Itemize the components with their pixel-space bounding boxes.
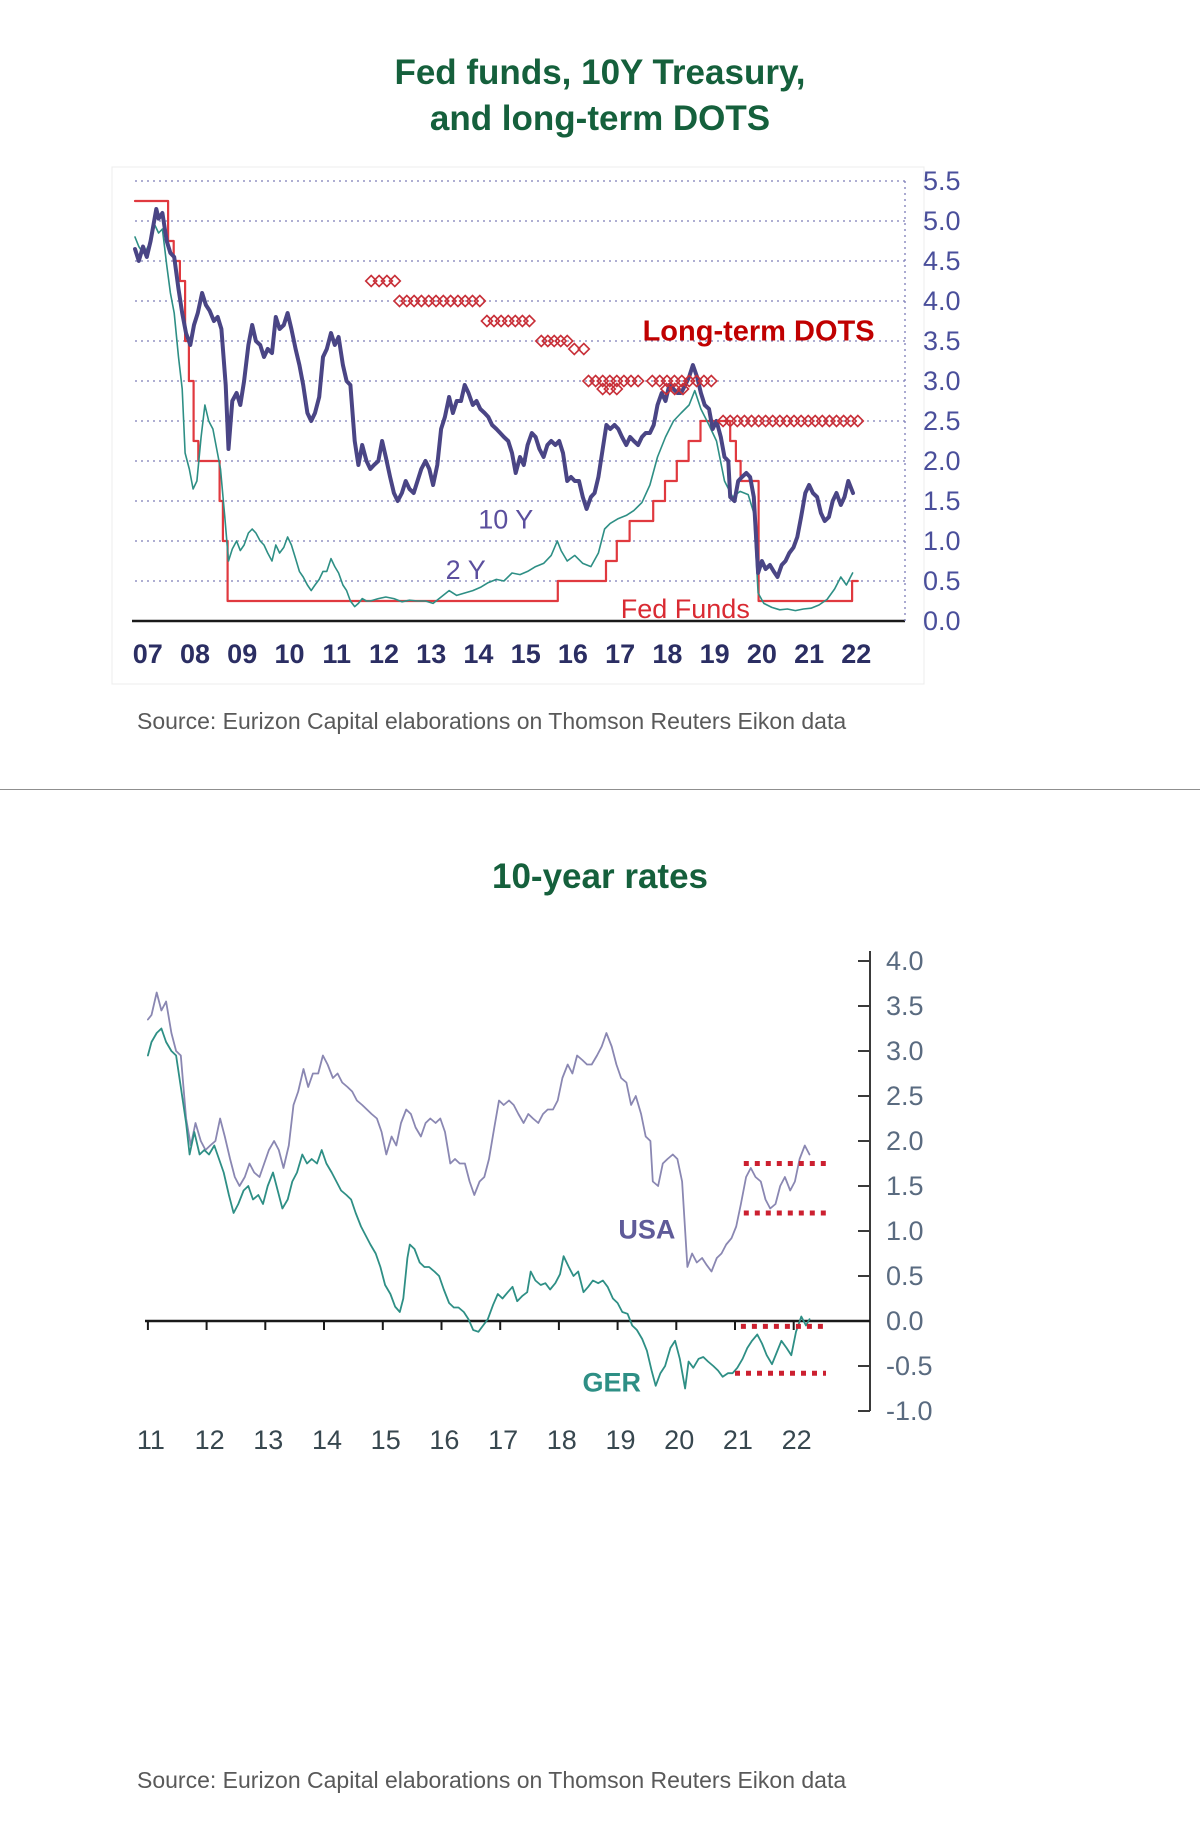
x-axis-label: 07	[133, 639, 163, 669]
ten-year-rates-section: 10-year rates 4.0 3.5 3.0 2.5 2.0 1.5 1.0 0.5 0.…	[0, 790, 1200, 1793]
long-term-dot-diamond	[567, 342, 581, 357]
y-axis-label: 0.0	[886, 1306, 924, 1336]
long-term-dot-diamond	[388, 274, 402, 289]
chart2-title: 10-year rates	[492, 857, 708, 897]
long-term-dot-diamond	[508, 314, 522, 329]
x-axis-label: 16	[429, 1425, 459, 1455]
y-axis-label: 1.0	[886, 1216, 924, 1246]
long-term-dot-diamond	[704, 374, 718, 389]
long-term-dot-diamond	[501, 314, 515, 329]
x-axis-label: 11	[137, 1425, 165, 1455]
chart1-title: Fed funds, 10Y Treasury, and long-term D…	[0, 0, 1200, 142]
long-term-dot-diamond	[577, 342, 591, 357]
series-10y-treasury-line	[133, 207, 855, 580]
chart-frame	[111, 166, 925, 685]
x-axis-label: 20	[747, 639, 777, 669]
long-term-dot-diamond	[372, 274, 386, 289]
y-axis-label: -0.5	[886, 1351, 933, 1381]
y-axis-label: 4.0	[886, 946, 924, 976]
long-term-dot-diamond	[851, 414, 865, 429]
x-axis-label: 11	[322, 639, 351, 669]
x-axis-label: 15	[511, 639, 541, 669]
series-ger-line	[147, 1027, 811, 1389]
x-axis-label: 12	[195, 1425, 225, 1455]
x-axis-label: 20	[664, 1425, 694, 1455]
long-term-dot-diamond	[610, 382, 624, 397]
x-axis-label: 21	[794, 639, 824, 669]
annotation-long-term-dots: Long-term DOTS	[643, 316, 875, 348]
x-axis-label: 21	[723, 1425, 753, 1455]
chart1-title-line1: Fed funds, 10Y Treasury,	[394, 53, 806, 92]
x-axis-label: 18	[547, 1425, 577, 1455]
x-axis-label: 16	[558, 639, 588, 669]
y-axis-label: 2.5	[886, 1081, 924, 1111]
x-axis-label: 09	[227, 639, 257, 669]
long-term-dot-diamond	[380, 274, 394, 289]
y-axis-label: 1.5	[886, 1171, 924, 1201]
y-axis-label: 5.5	[923, 166, 961, 196]
annotation-ger: GER	[582, 1367, 641, 1397]
long-term-dot-diamond	[364, 274, 378, 289]
y-axis-label: 3.0	[923, 366, 961, 396]
long-term-dot-diamond	[596, 382, 610, 397]
x-axis-label: 19	[700, 639, 730, 669]
y-axis-label: 4.5	[923, 246, 961, 276]
series-usa-line	[147, 991, 811, 1272]
y-axis-label: 5.0	[923, 206, 961, 236]
x-axis-label: 17	[488, 1425, 518, 1455]
long-term-dot-diamond	[480, 314, 494, 329]
y-axis-label: 2.5	[923, 406, 961, 436]
chart1-title-line2: and long-term DOTS	[429, 99, 771, 139]
ten-year-rates-chart: 4.0 3.5 3.0 2.5 2.0 1.5 1.0 0.5 0.0 -0.5 -1.0 11 12 1…	[137, 946, 933, 1455]
x-axis-label: 14	[463, 639, 493, 669]
long-term-dot-diamond	[603, 382, 617, 397]
long-term-dot-diamond	[522, 314, 537, 329]
x-axis-label: 15	[371, 1425, 401, 1455]
series-2y-treasury-line	[134, 224, 854, 612]
x-axis-label: 19	[605, 1425, 635, 1455]
x-axis-label: 10	[274, 639, 304, 669]
chart1-source-note: Source: Eurizon Capital elaborations on …	[137, 708, 847, 735]
x-axis-label: 22	[782, 1425, 812, 1455]
x-axis-label: 17	[605, 639, 635, 669]
annotation-fed-funds: Fed Funds	[621, 595, 750, 625]
y-axis-label: 1.5	[923, 486, 961, 516]
y-axis-label: 0.0	[923, 606, 961, 636]
series-fed-funds-line	[133, 200, 859, 603]
x-axis-label: 14	[312, 1425, 342, 1455]
annotation-2-y: 2 Y	[446, 555, 486, 585]
y-axis-label: 0.5	[923, 566, 961, 596]
x-axis-label: 18	[652, 639, 682, 669]
y-axis-label: 2.0	[886, 1126, 924, 1156]
long-term-dot-diamond	[631, 374, 645, 389]
annotation-10-y: 10 Y	[478, 505, 533, 535]
long-term-dot-diamond	[560, 334, 574, 349]
annotation-usa: USA	[618, 1214, 675, 1244]
fed-funds-dots-chart: 5.5 5.0 4.5 4.0 3.5 3.0 2.5 2.0 1.5 1.0 0.5 0.0 07 08…	[111, 166, 961, 685]
y-axis-label: 1.0	[923, 526, 961, 556]
y-axis-label: 3.5	[923, 326, 961, 356]
long-term-dot-diamond	[676, 382, 690, 397]
x-axis-label: 22	[841, 639, 871, 669]
y-axis-label: 4.0	[923, 286, 961, 316]
y-axis-label: 0.5	[886, 1261, 924, 1291]
section-divider	[0, 789, 1200, 791]
long-term-dot-diamond	[494, 314, 508, 329]
x-axis-label: 08	[180, 639, 210, 669]
y-axis-label: 2.0	[923, 446, 961, 476]
long-term-dot-diamond	[487, 314, 501, 329]
fed-funds-chart-section: Fed funds, 10Y Treasury, and long-term D…	[0, 0, 1200, 735]
chart2-source-note: Source: Eurizon Capital elaborations on …	[137, 1766, 847, 1793]
y-axis-label: -1.0	[886, 1396, 933, 1426]
y-axis-label: 3.5	[886, 991, 924, 1021]
x-axis-label: 13	[416, 639, 446, 669]
long-term-dot-diamond	[473, 294, 487, 309]
x-axis-label: 13	[253, 1425, 283, 1455]
long-term-dot-diamond	[515, 314, 530, 329]
x-axis-label: 12	[369, 639, 399, 669]
y-axis-label: 3.0	[886, 1036, 924, 1066]
